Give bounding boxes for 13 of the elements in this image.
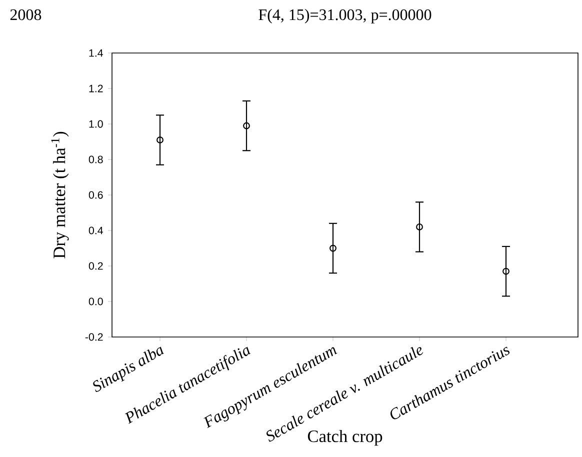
- y-tick-label: 0.2: [88, 262, 103, 270]
- y-tick-label: 0.6: [88, 191, 103, 199]
- chart-title: F(4, 15)=31.003, p=.00000: [258, 8, 432, 24]
- y-tick-label: 0.0: [88, 298, 103, 306]
- text: 2008: [10, 9, 42, 20]
- y-tick-label: 1.2: [89, 84, 103, 92]
- y-tick-label: 1.0: [89, 120, 103, 128]
- y-tick-label: 1.4: [89, 49, 103, 57]
- y-tick-label: -0.2: [85, 333, 103, 341]
- y-tick-label: 0.8: [88, 156, 103, 164]
- x-axis-title: Catch crop: [308, 430, 382, 446]
- y-tick-label: 0.4: [88, 226, 103, 234]
- y-axis-title: Dry matter (t ha$^{-1}$): [51, 132, 69, 258]
